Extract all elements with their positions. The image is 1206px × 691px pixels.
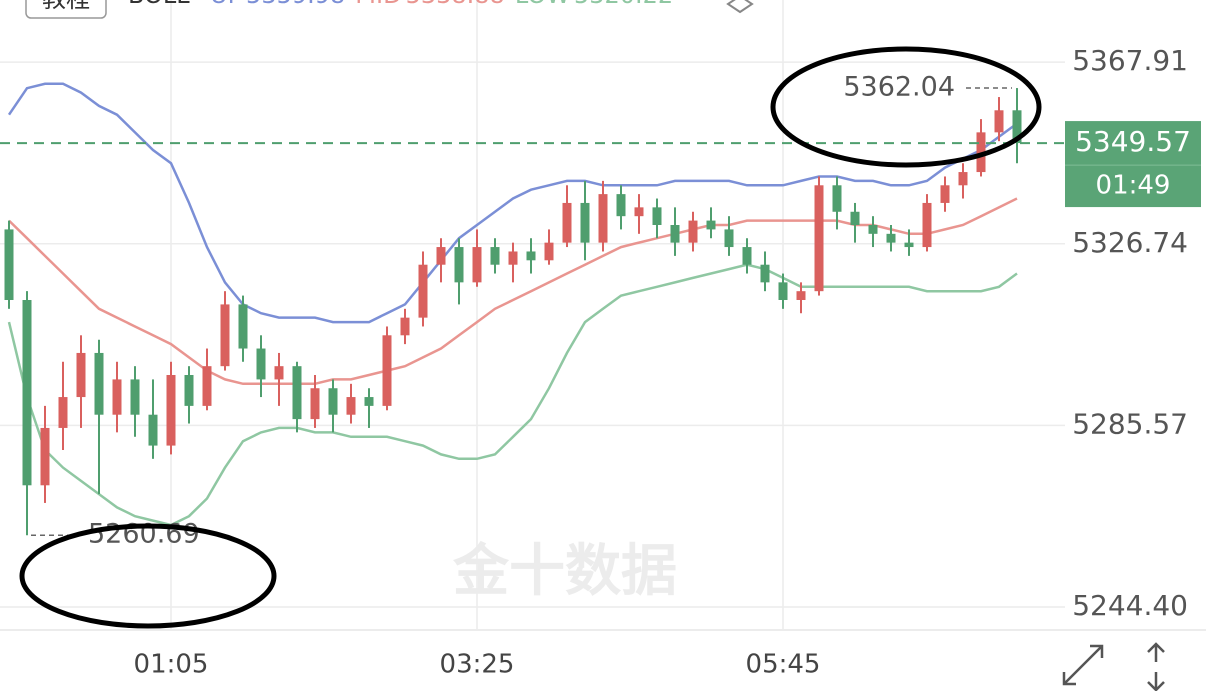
candle-body <box>418 264 428 318</box>
candle-body <box>274 366 284 380</box>
legend-name: LOW <box>515 0 570 9</box>
candle-body <box>40 427 50 486</box>
candle-body <box>706 220 716 230</box>
indicator-header: BOLL UP 5359.98 MID 5338.88 LOW 5320.22 <box>128 0 673 9</box>
candle-body <box>868 225 878 234</box>
candle-body <box>148 414 158 446</box>
candle-body <box>346 397 356 415</box>
candle-body <box>328 388 338 415</box>
annotation-circle <box>770 46 1042 168</box>
candles-layer <box>4 88 1022 536</box>
high-label: 5362.04 <box>843 72 955 103</box>
settings-icon[interactable] <box>726 0 754 14</box>
y-tick-label: 5285.57 <box>1072 407 1188 440</box>
countdown-label: 01:49 <box>1096 171 1171 201</box>
grid-layer <box>0 0 1206 631</box>
candle-body <box>130 379 140 415</box>
candle-body <box>508 251 518 265</box>
y-tick-label: 5244.40 <box>1072 589 1188 622</box>
candle-body <box>202 366 212 406</box>
tab-button[interactable] <box>25 0 107 19</box>
band-line <box>8 197 1018 386</box>
candle-body <box>724 229 734 248</box>
candle-body <box>670 225 680 243</box>
candle-body <box>580 202 590 243</box>
legend-value: 5338.88 <box>406 0 505 9</box>
candle-body <box>364 397 374 406</box>
candle-body <box>382 335 392 406</box>
low-label: 5260.69 <box>88 519 200 550</box>
candle-body <box>940 185 950 203</box>
candle-body <box>994 110 1004 133</box>
candle-body <box>760 264 770 283</box>
candle-body <box>58 397 68 428</box>
candle-body <box>526 251 536 261</box>
legend-name: MID <box>355 0 401 9</box>
candle-body <box>544 242 554 261</box>
candle-body <box>454 247 464 283</box>
candle-body <box>220 304 230 367</box>
candle-body <box>490 247 500 265</box>
candle-body <box>976 132 986 173</box>
candle-body <box>310 388 320 420</box>
overlay-layer: 5244.40 5285.57 5326.74 5367.91 01:05 03:25 05… <box>0 44 1201 680</box>
candle-body <box>886 233 896 243</box>
x-tick-label: 05:45 <box>746 650 821 680</box>
candle-body <box>652 207 662 225</box>
last-price-box <box>1065 121 1201 208</box>
bands-layer <box>7 82 1018 527</box>
candle-body <box>400 317 410 336</box>
candle-body <box>112 379 122 415</box>
candle-body <box>742 247 752 265</box>
candle-body <box>22 300 32 486</box>
x-tick-label: 01:05 <box>134 650 209 680</box>
y-tick-label: 5326.74 <box>1072 226 1188 259</box>
indicator-name: BOLL <box>128 0 190 9</box>
candle-body <box>688 220 698 243</box>
candle-body <box>4 229 14 300</box>
candle-body <box>832 185 842 212</box>
candle-body <box>904 242 914 248</box>
legend-value: 5359.98 <box>246 0 345 9</box>
expand-icon[interactable] <box>1062 644 1104 686</box>
y-tick-label: 5367.91 <box>1072 44 1188 77</box>
candle-body <box>814 185 824 292</box>
candle-body <box>256 348 266 380</box>
candle-body <box>76 352 86 398</box>
candle-body <box>796 291 806 300</box>
candle-body <box>292 366 302 420</box>
candle-body <box>616 194 626 217</box>
candle-body <box>922 202 932 248</box>
x-tick-label: 03:25 <box>440 650 515 680</box>
candle-body <box>184 375 194 406</box>
last-price-label: 5349.57 <box>1075 125 1191 158</box>
candle-body <box>634 207 644 217</box>
candle-body <box>778 282 788 300</box>
annotation-circle <box>19 523 277 629</box>
candle-body <box>562 202 572 243</box>
watermark: 金十数据 <box>452 539 677 604</box>
tab-label[interactable]: 教程 <box>42 0 90 13</box>
candle-body <box>436 247 446 265</box>
candle-body <box>958 172 968 186</box>
band-line <box>7 82 1018 324</box>
candle-body <box>238 304 248 349</box>
candle-body <box>166 375 176 446</box>
legend-name: UP <box>210 0 242 9</box>
candle-body <box>472 247 482 283</box>
candle-body <box>598 194 608 243</box>
candle-body <box>1012 110 1022 144</box>
band-line <box>7 263 1018 527</box>
candle-body <box>850 211 860 225</box>
legend-value: 5320.22 <box>574 0 673 9</box>
scale-icon[interactable] <box>1147 642 1165 691</box>
candle-body <box>94 352 104 415</box>
